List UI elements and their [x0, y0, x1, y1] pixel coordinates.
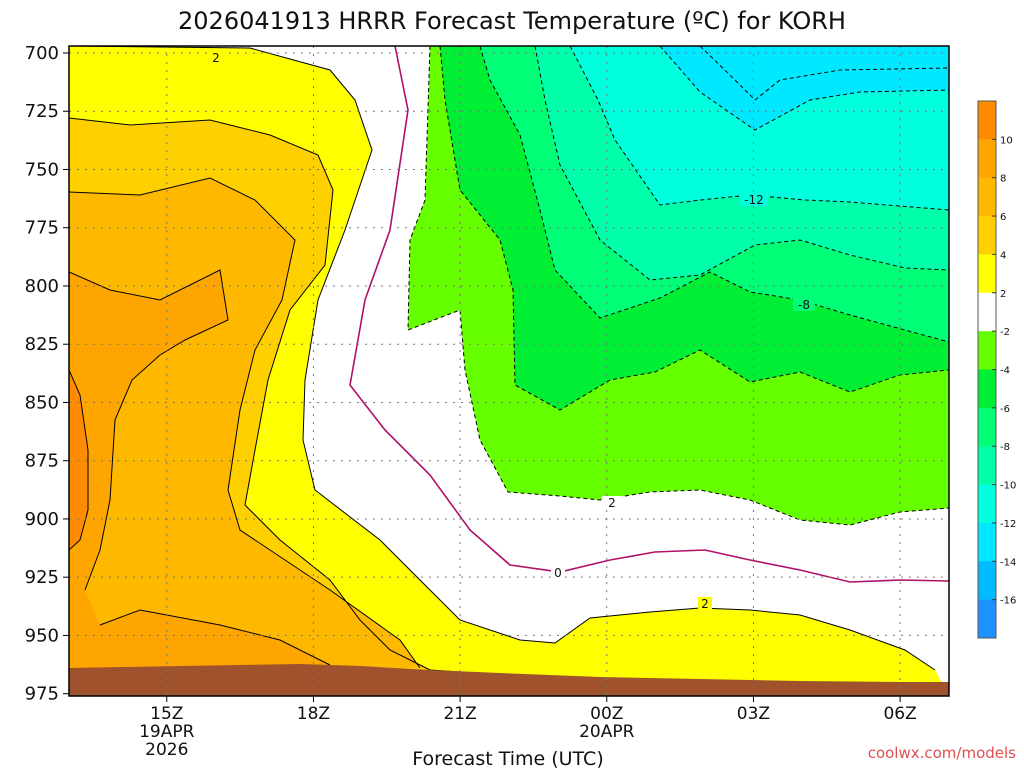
credit-text: coolwx.com/models	[868, 744, 1016, 762]
x-tick-label: 15Z	[150, 704, 183, 724]
contour-minus-2	[407, 46, 949, 526]
y-tick-label: 775	[25, 218, 59, 239]
grid-lines	[69, 46, 949, 696]
contour-minus-10	[569, 46, 949, 211]
x-axis-label: Forecast Time (UTC)	[412, 748, 603, 768]
y-tick-label: 825	[25, 334, 59, 355]
y-tick-label: 850	[25, 392, 59, 413]
contour-label-bottom-2: 2	[701, 597, 709, 611]
contour-8	[69, 269, 331, 666]
colorbar-swatch	[978, 484, 996, 524]
colorbar-label: 8	[1000, 174, 1006, 185]
colorbar-label: 4	[1000, 250, 1006, 261]
colorbar-label: 2	[1000, 289, 1006, 300]
band-10	[69, 370, 88, 550]
x-tick-date: 19APR	[139, 722, 195, 742]
y-tick-label: 875	[25, 451, 59, 472]
contour-label-minus-2: 2	[608, 496, 616, 510]
contour-10	[69, 369, 89, 551]
colorbar-swatch	[978, 369, 996, 409]
colorbar-swatch	[978, 561, 996, 601]
ground	[69, 664, 949, 696]
colorbar-label: -8	[1000, 442, 1010, 453]
contour-label-minus-12: -12	[744, 193, 764, 207]
contour-2	[69, 46, 936, 671]
contour-label-minus-8: -8	[798, 298, 810, 312]
x-tick-label: 00Z	[590, 704, 623, 724]
y-tick-label: 700	[25, 43, 59, 64]
colorbar-swatch	[978, 446, 996, 486]
colorbar-label: -12	[1000, 519, 1016, 530]
colorbar-swatch	[978, 599, 996, 639]
colorbar-swatch	[978, 177, 996, 217]
band-8	[69, 270, 330, 670]
y-tick-label: 950	[25, 625, 59, 646]
colorbar-swatch	[978, 254, 996, 294]
colorbar-label: -4	[1000, 366, 1010, 377]
y-tick-label: 900	[25, 509, 59, 530]
x-tick-label: 06Z	[883, 704, 916, 724]
y-tick-label: 800	[25, 276, 59, 297]
x-tick-label: 18Z	[297, 704, 330, 724]
colorbar-label: 6	[1000, 212, 1006, 223]
colorbar-swatch	[978, 101, 996, 140]
colorbar-label: 10	[1000, 135, 1013, 146]
x-tick-label: 21Z	[443, 704, 476, 724]
contour-minus-4	[439, 46, 949, 411]
contour-label-top-2: 2	[212, 51, 220, 65]
colorbar-swatch	[978, 331, 996, 370]
contour-minus-14	[699, 46, 949, 101]
contour-minus-6	[479, 46, 949, 343]
chart-title: 2026041913 HRRR Forecast Temperature (ºC…	[178, 7, 846, 35]
colorbar: 10 8 6 4 2 -2 -4 -6 -8 -10 -12 -14 -16	[977, 100, 1016, 639]
colorbar-swatch	[978, 522, 996, 562]
y-tick-label: 750	[25, 159, 59, 180]
colorbar-swatch	[978, 139, 996, 179]
colorbar-swatch	[978, 216, 996, 255]
temperature-field	[69, 46, 949, 696]
colorbar-swatch	[978, 292, 996, 332]
contour-minus-12	[659, 46, 949, 131]
y-tick-label: 725	[25, 101, 59, 122]
colorbar-label: -10	[1000, 481, 1016, 492]
y-tick-label: 925	[25, 567, 59, 588]
plot-frame	[68, 45, 950, 697]
x-tick-year: 2026	[145, 740, 188, 760]
colorbar-swatch	[978, 407, 996, 447]
contour-label-zero: 0	[554, 566, 562, 580]
y-tick-label: 975	[25, 684, 59, 705]
x-tick-date: 20APR	[579, 722, 635, 742]
x-tick-label: 03Z	[737, 704, 770, 724]
contour-zero	[349, 46, 949, 583]
contour-6	[69, 177, 421, 669]
contour-minus-8	[534, 46, 949, 281]
colorbar-label: -14	[1000, 557, 1016, 568]
colorbar-label: -2	[1000, 327, 1010, 338]
contour-labels: 2 -12 -8 2 0 2	[209, 51, 815, 611]
y-axis: 700 725 750 775 800 825 850 875 900 925 950 975	[25, 43, 69, 705]
contour-4	[69, 117, 496, 681]
colorbar-label: -16	[1000, 596, 1016, 607]
colorbar-label: -6	[1000, 404, 1010, 415]
